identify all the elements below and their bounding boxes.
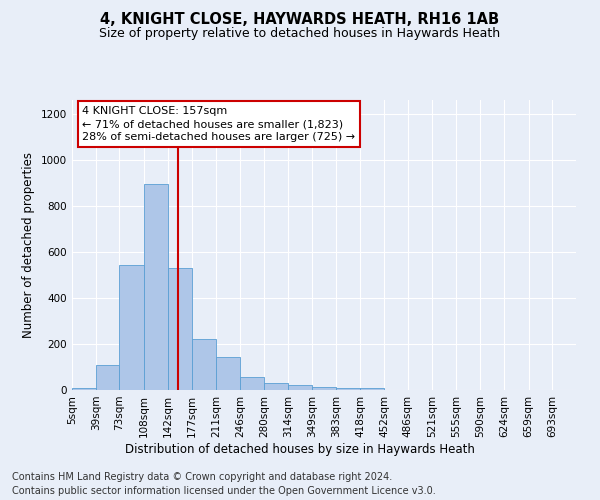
Bar: [336, 388, 360, 390]
Text: Contains public sector information licensed under the Open Government Licence v3: Contains public sector information licen…: [12, 486, 436, 496]
Text: Distribution of detached houses by size in Haywards Heath: Distribution of detached houses by size …: [125, 442, 475, 456]
Bar: [240, 378, 264, 390]
Text: 4, KNIGHT CLOSE, HAYWARDS HEATH, RH16 1AB: 4, KNIGHT CLOSE, HAYWARDS HEATH, RH16 1A…: [100, 12, 500, 28]
Bar: [167, 268, 192, 390]
Text: 4 KNIGHT CLOSE: 157sqm
← 71% of detached houses are smaller (1,823)
28% of semi-: 4 KNIGHT CLOSE: 157sqm ← 71% of detached…: [82, 106, 355, 142]
Bar: [216, 356, 240, 390]
Bar: [192, 340, 216, 390]
Y-axis label: Number of detached properties: Number of detached properties: [22, 152, 35, 338]
Bar: [312, 386, 336, 390]
Text: Contains HM Land Registry data © Crown copyright and database right 2024.: Contains HM Land Registry data © Crown c…: [12, 472, 392, 482]
Bar: [360, 388, 384, 390]
Bar: [119, 264, 144, 390]
Bar: [144, 184, 167, 390]
Bar: [288, 386, 312, 390]
Text: Size of property relative to detached houses in Haywards Heath: Size of property relative to detached ho…: [100, 28, 500, 40]
Bar: [72, 388, 96, 390]
Bar: [96, 364, 119, 390]
Bar: [264, 383, 288, 390]
